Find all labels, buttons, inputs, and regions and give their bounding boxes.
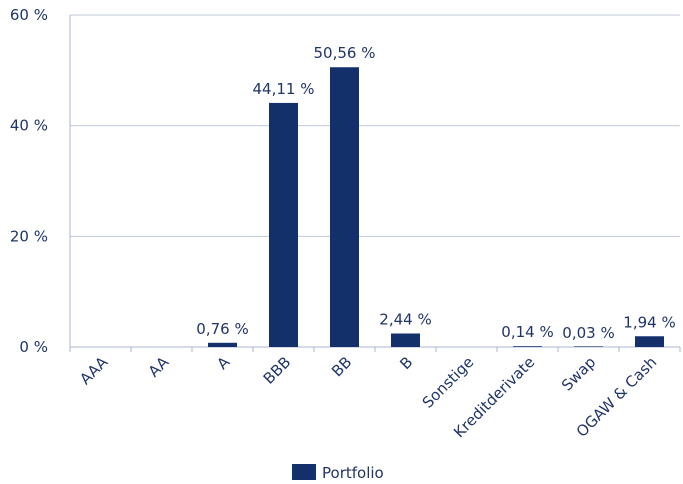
legend: Portfolio [292, 464, 384, 482]
x-tick-label: BBB [260, 353, 295, 388]
bar-a [208, 342, 237, 347]
x-tick-label: Sonstige [419, 353, 478, 412]
x-tick-label: AA [145, 353, 173, 381]
x-tick-label: AAA [76, 353, 112, 389]
legend-swatch [292, 464, 316, 480]
data-label: 50,56 % [314, 44, 376, 62]
x-tick-label: Swap [558, 353, 599, 394]
gridlines [69, 14, 681, 352]
data-label: 2,44 % [379, 310, 431, 328]
bar-kreditderivate [513, 346, 542, 347]
bar-ogaw-cash [635, 336, 664, 347]
data-labels: 0,76 % 44,11 % 50,56 % 2,44 % 0,14 % 0,03 % 1,… [196, 44, 675, 342]
y-tick-label: 20 % [10, 227, 48, 245]
x-tick-label: B [396, 353, 416, 373]
data-label: 1,94 % [623, 313, 675, 331]
legend-label: Portfolio [322, 464, 384, 482]
bar-bb [330, 67, 359, 347]
bar-swap [574, 346, 603, 347]
data-label: 44,11 % [253, 80, 315, 98]
y-tick-label: 0 % [19, 338, 48, 356]
data-label: 0,14 % [501, 323, 553, 341]
x-tick-label: A [213, 353, 234, 374]
data-label: 0,76 % [196, 320, 248, 338]
y-tick-label: 60 % [10, 6, 48, 24]
bars [208, 67, 664, 347]
y-tick-label: 40 % [10, 117, 48, 135]
bar-b [391, 333, 420, 347]
y-axis-ticks: 0 % 20 % 40 % 60 % [10, 6, 48, 356]
x-tick-label: BB [328, 353, 355, 380]
data-label: 0,03 % [562, 324, 614, 342]
bar-bbb [269, 102, 298, 347]
